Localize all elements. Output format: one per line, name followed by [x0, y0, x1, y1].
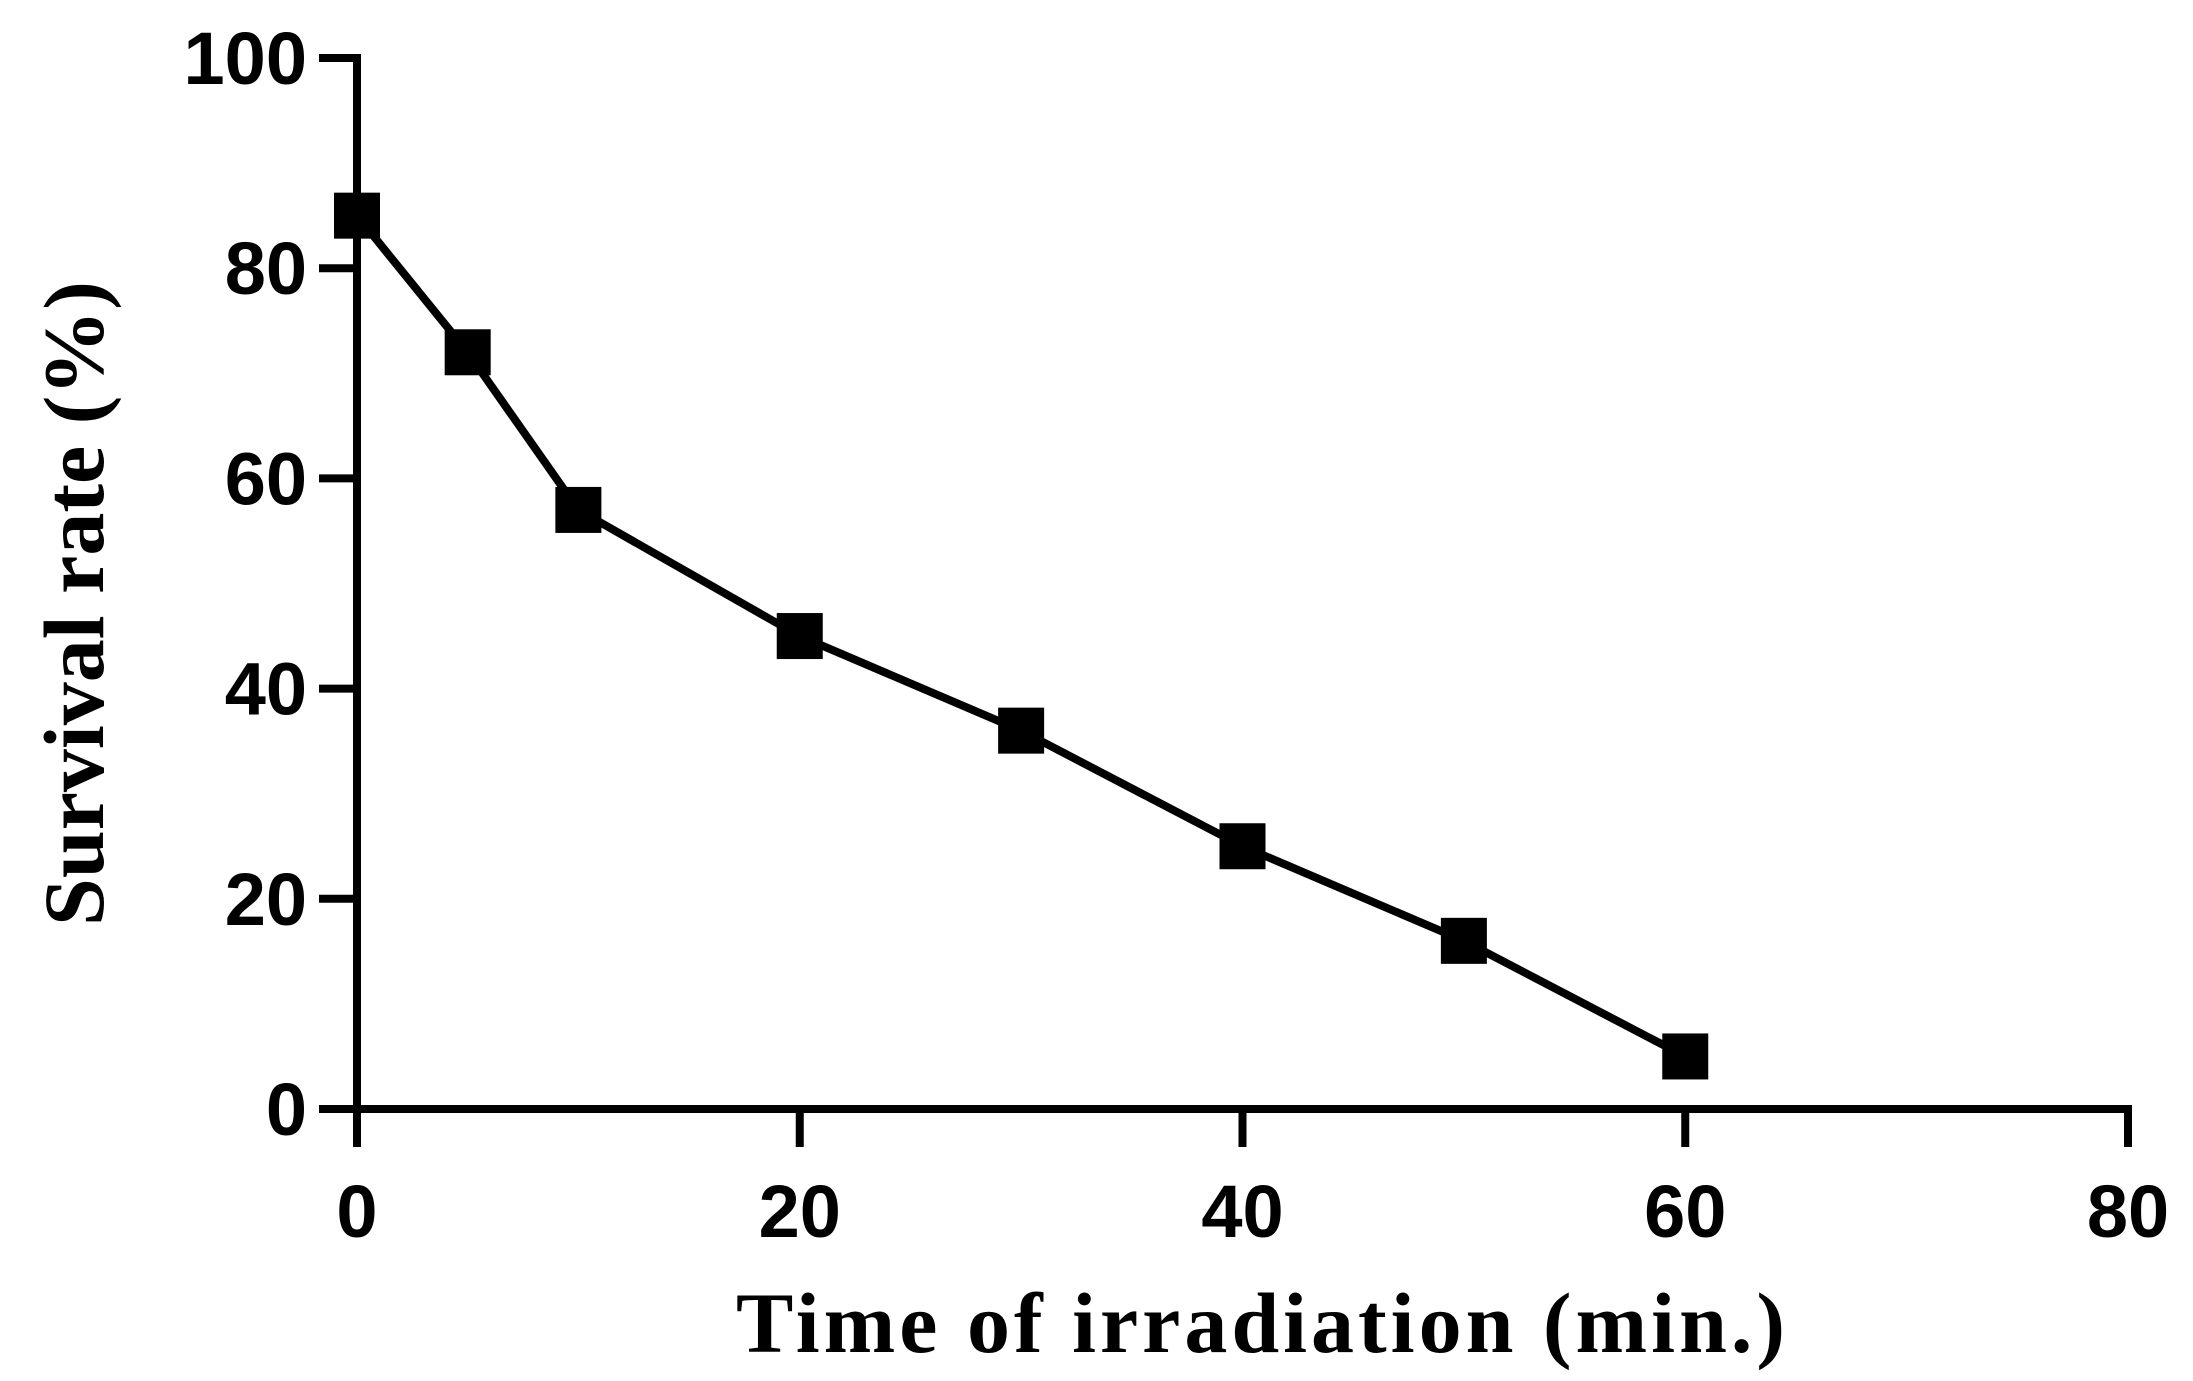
data-point-marker	[998, 707, 1045, 754]
x-tick-label: 80	[2087, 1170, 2169, 1253]
y-tick-label: 40	[225, 648, 307, 731]
y-tick-label: 60	[225, 437, 307, 520]
y-axis-title: Survival rate (%)	[26, 281, 122, 926]
data-point-marker	[1440, 917, 1487, 964]
data-point-marker	[555, 486, 602, 533]
y-tick-label: 80	[225, 227, 307, 310]
x-ticks: 0 20 40 60 80	[336, 1109, 2169, 1253]
y-tick-label: 0	[266, 1068, 307, 1151]
data-point-marker	[1219, 823, 1266, 870]
x-tick-label: 20	[759, 1170, 841, 1253]
x-axis-title: Time of irradiation (min.)	[736, 1275, 1789, 1371]
y-tick-label: 100	[184, 17, 307, 100]
plot-area	[334, 192, 1709, 1080]
data-point-marker	[1662, 1033, 1709, 1080]
x-tick-label: 60	[1644, 1170, 1726, 1253]
data-point-marker	[444, 329, 491, 376]
x-tick-label: 0	[336, 1170, 377, 1253]
axes: 0 20 40 60 80 0 20 40 60 80 100	[184, 17, 2170, 1253]
y-tick-label: 20	[225, 858, 307, 941]
series-line	[353, 213, 1688, 1060]
data-point-marker	[776, 613, 823, 660]
x-tick-label: 40	[1201, 1170, 1283, 1253]
y-ticks: 0 20 40 60 80 100	[184, 17, 357, 1151]
